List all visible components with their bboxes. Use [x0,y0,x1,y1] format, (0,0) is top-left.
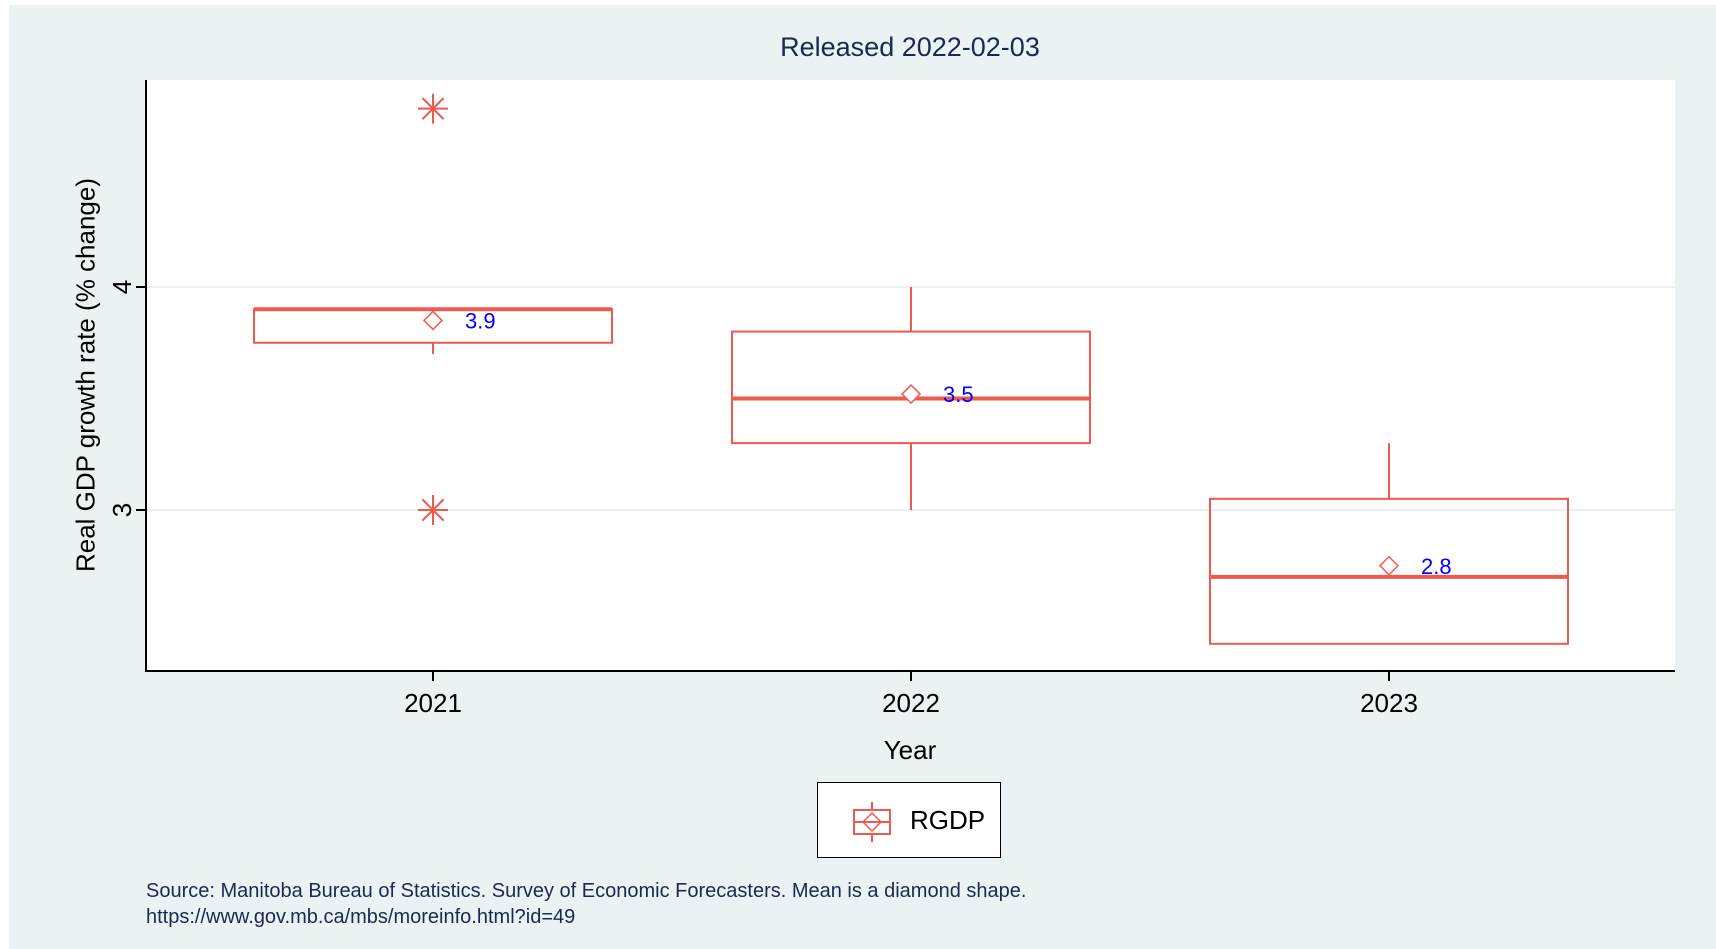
mean-diamond [422,310,444,331]
x-tick-label: 2023 [1360,688,1418,718]
ticks: 3 4 2021 2022 2023 [107,280,1418,718]
legend-box-symbol [853,802,891,842]
mean-label: 2.8 [1421,554,1452,579]
x-tick-label: 2022 [882,688,940,718]
legend-label: RGDP [910,805,986,835]
box-2022: 3.5 [731,287,1091,510]
iqr-box [731,330,1091,445]
x-axis-label: Year [883,735,937,765]
x-tick-label: 2021 [404,688,462,718]
mean-label: 3.5 [943,382,974,407]
y-axis-label: Real GDP growth rate (% change) [70,177,101,573]
mean-diamond [1378,555,1400,576]
source-note: Source: Manitoba Bureau of Statistics. S… [146,878,1026,930]
y-tick-label: 4 [107,280,137,294]
box-2021: 3.9 [253,93,613,525]
source-line: Source: Manitoba Bureau of Statistics. S… [146,880,1027,902]
chart-title: Released 2022-02-03 [780,32,1040,62]
mean-label: 3.9 [465,308,496,333]
iqr-box [1209,497,1569,645]
legend: RGDP [817,782,1001,858]
outlier-marker [418,93,448,124]
boxes: 3.9 3.5 2.8 [253,93,1569,645]
outlier-stroke [421,498,445,522]
mean-diamond [900,383,922,405]
outlier-marker [418,495,448,525]
outlier-stroke [421,97,445,120]
source-url: https://www.gov.mb.ca/mbs/moreinfo.html?… [146,906,576,928]
plot-area [146,80,1675,670]
box-2023: 2.8 [1209,443,1569,645]
y-tick-label: 3 [107,503,137,517]
